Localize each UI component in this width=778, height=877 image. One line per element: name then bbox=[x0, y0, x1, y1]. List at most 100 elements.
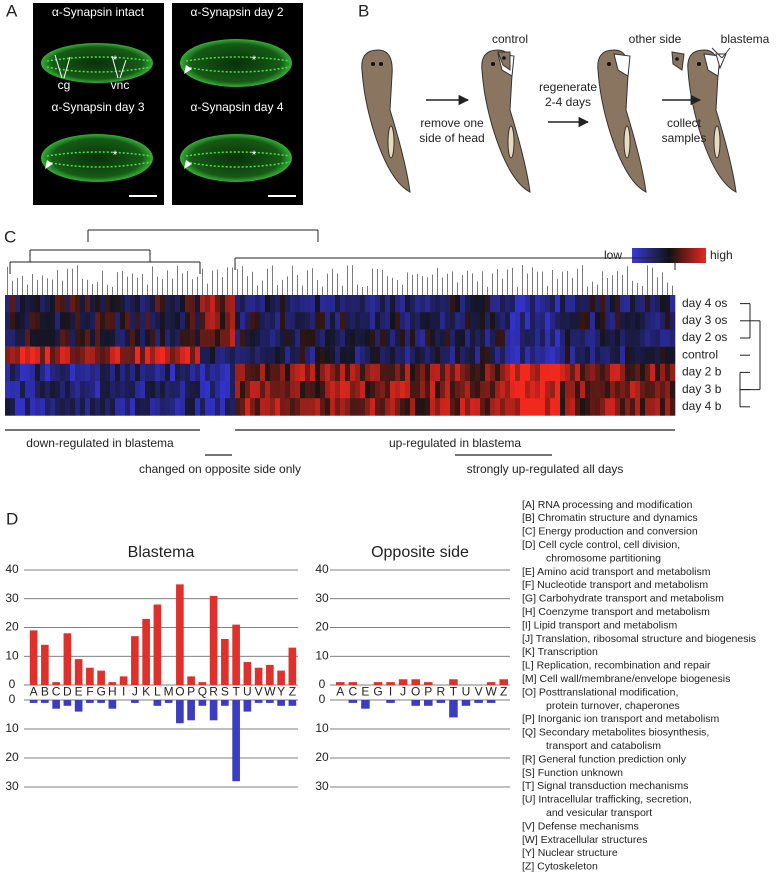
nerve-cord bbox=[46, 151, 152, 157]
heatmap-cell bbox=[240, 363, 246, 382]
heatmap-cell bbox=[625, 312, 631, 330]
bar-down bbox=[411, 700, 420, 706]
heatmap-cell bbox=[190, 346, 196, 365]
x-tick-label: F bbox=[86, 685, 93, 699]
heatmap-cell bbox=[330, 312, 336, 330]
heatmap-cell bbox=[640, 398, 646, 416]
heatmap-cell bbox=[320, 398, 326, 416]
heatmap-cell bbox=[445, 363, 451, 382]
heatmap-cell bbox=[495, 329, 501, 347]
heatmap-cell bbox=[510, 312, 516, 330]
heatmap-cell bbox=[600, 363, 606, 382]
heatmap-cell bbox=[585, 312, 591, 330]
heatmap-cell bbox=[510, 329, 516, 347]
heatmap-cell bbox=[230, 312, 236, 330]
heatmap-cell bbox=[600, 329, 606, 347]
heatmap-cell bbox=[330, 295, 336, 313]
heatmap-cell bbox=[260, 295, 266, 313]
heatmap-cell bbox=[385, 381, 391, 399]
heatmap-cell bbox=[450, 295, 456, 313]
heatmap-cell bbox=[5, 398, 11, 416]
heatmap-cell bbox=[270, 312, 276, 330]
heatmap-cell bbox=[435, 398, 441, 416]
eye bbox=[371, 62, 375, 66]
piece bbox=[671, 51, 685, 71]
heatmap-cell bbox=[160, 363, 166, 382]
heatmap-cell bbox=[430, 329, 436, 347]
heatmap-cell bbox=[170, 381, 176, 399]
heatmap-cell bbox=[150, 312, 156, 330]
heatmap-cell bbox=[130, 295, 136, 313]
heatmap-cell bbox=[605, 346, 611, 365]
heatmap-cell bbox=[230, 329, 236, 347]
heatmap-cell bbox=[665, 381, 671, 399]
heatmap-cell bbox=[505, 346, 511, 365]
heatmap-cell bbox=[665, 329, 671, 347]
heatmap-cell bbox=[160, 398, 166, 416]
heatmap-cell bbox=[325, 398, 331, 416]
bar-down bbox=[461, 700, 471, 706]
heatmap-cell bbox=[630, 381, 636, 399]
heatmap-cell bbox=[345, 295, 351, 313]
heatmap-cell bbox=[195, 329, 201, 347]
heatmap-cell bbox=[605, 363, 611, 382]
heatmap-cell bbox=[5, 346, 11, 365]
heatmap-cell bbox=[120, 381, 126, 399]
heatmap-cell bbox=[160, 381, 166, 399]
heatmap-cell bbox=[415, 295, 421, 313]
heatmap-cell bbox=[10, 381, 16, 399]
heatmap-cell bbox=[545, 312, 551, 330]
nerve-cord bbox=[46, 56, 152, 62]
heatmap-cell bbox=[285, 295, 291, 313]
heatmap-cell bbox=[335, 363, 341, 382]
heatmap-cell bbox=[290, 346, 296, 365]
heatmap-cell bbox=[525, 346, 531, 365]
heatmap-cell bbox=[185, 329, 191, 347]
heatmap-cell bbox=[615, 363, 621, 382]
heatmap-cell bbox=[605, 398, 611, 416]
heatmap-cell bbox=[500, 312, 506, 330]
heatmap-cell bbox=[255, 381, 261, 399]
heatmap-cell bbox=[380, 329, 386, 347]
image-title: α-Synapsin day 2 bbox=[191, 5, 284, 19]
heatmap-cell bbox=[650, 329, 656, 347]
nerve-cord bbox=[46, 161, 152, 168]
heatmap-cell bbox=[135, 295, 141, 313]
heatmap-cell bbox=[115, 295, 121, 313]
heatmap-cell bbox=[240, 346, 246, 365]
heatmap-cell bbox=[285, 398, 291, 416]
heatmap-cell bbox=[190, 329, 196, 347]
heatmap-cell bbox=[160, 329, 166, 347]
heatmap-cell bbox=[365, 312, 371, 330]
y-tick-label: 0 bbox=[319, 677, 326, 691]
x-tick-label: T bbox=[450, 685, 458, 699]
x-tick-label: C bbox=[52, 685, 61, 699]
heatmap-cell bbox=[205, 398, 211, 416]
heatmap-cell bbox=[50, 398, 56, 416]
heatmap-cell bbox=[110, 346, 116, 365]
heatmap-cell bbox=[315, 381, 321, 399]
heatmap-cell bbox=[275, 398, 281, 416]
heatmap-cell bbox=[525, 329, 531, 347]
heatmap-cell bbox=[285, 346, 291, 365]
heatmap-cell bbox=[590, 295, 596, 313]
heatmap-cell bbox=[345, 363, 351, 382]
bar-up bbox=[63, 633, 72, 685]
heatmap-cell bbox=[465, 346, 471, 365]
legend-entry: [D] Cell cycle control, cell division, bbox=[522, 539, 680, 551]
heatmap-cell bbox=[145, 381, 151, 399]
heatmap-cell bbox=[70, 363, 76, 382]
heatmap-cell bbox=[570, 295, 576, 313]
heatmap-cell bbox=[385, 346, 391, 365]
step-text: samples bbox=[662, 131, 707, 145]
heatmap-cell bbox=[630, 398, 636, 416]
heatmap-cell bbox=[355, 312, 361, 330]
heatmap-cell bbox=[550, 398, 556, 416]
heatmap-cell bbox=[360, 295, 366, 313]
bar-down bbox=[424, 700, 433, 706]
heatmap-cell bbox=[215, 329, 221, 347]
heatmap-cell bbox=[665, 346, 671, 365]
heatmap-cell bbox=[620, 312, 626, 330]
bar-down bbox=[449, 700, 458, 718]
heatmap-cell bbox=[650, 363, 656, 382]
